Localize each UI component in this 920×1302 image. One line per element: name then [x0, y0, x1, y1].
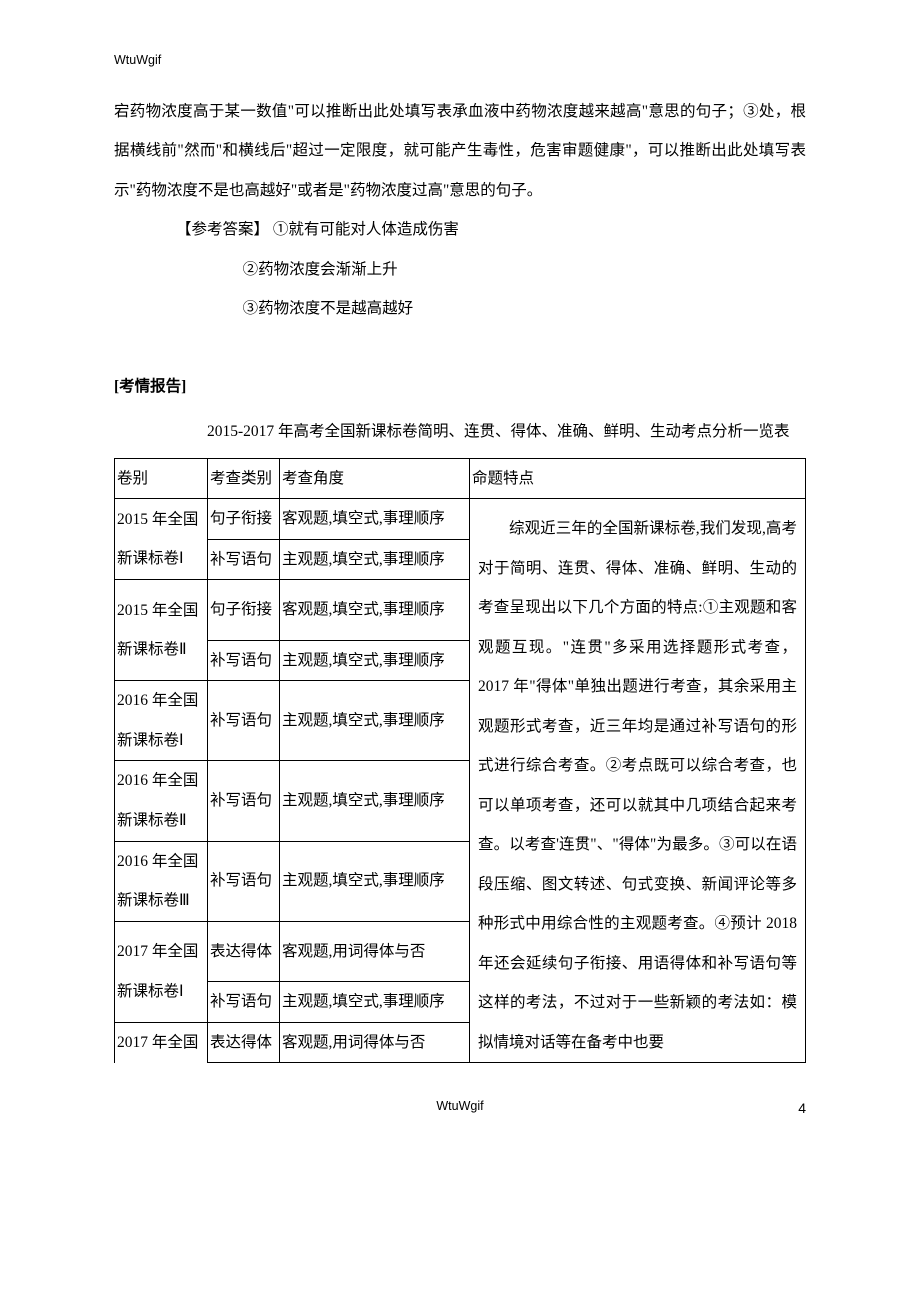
cell-angle: 客观题,填空式,事理顺序: [280, 499, 469, 539]
cell-angle: 客观题,填空式,事理顺序: [280, 590, 469, 630]
page-number: 4: [798, 1091, 806, 1127]
cell-paper: 2017 年全国: [115, 1023, 207, 1063]
cell-paper: 2016 年全国新课标卷Ⅰ: [115, 681, 207, 760]
table-header-row: 卷别 考查类别 考查角度 命题特点: [115, 458, 806, 499]
cell-angle: 客观题,用词得体与否: [280, 1023, 469, 1063]
paragraph-continuation: 宕药物浓度高于某一数值"可以推断出此处填写表承血液中药物浓度越来越高"意思的句子…: [114, 92, 806, 211]
section-heading: [考情报告]: [114, 367, 806, 407]
answer-line-2: ②药物浓度会渐渐上升: [114, 250, 806, 290]
cell-paper: 2016 年全国新课标卷Ⅱ: [115, 761, 207, 840]
footer-center-text: WtuWgif: [436, 1091, 483, 1123]
th-category: 考查类别: [208, 459, 279, 499]
answer-line-1: 【参考答案】 ①就有可能对人体造成伤害: [114, 210, 806, 250]
cell-angle: 主观题,填空式,事理顺序: [280, 781, 469, 821]
cell-angle: 客观题,用词得体与否: [280, 932, 469, 972]
cell-angle: 主观题,填空式,事理顺序: [280, 641, 469, 681]
spacer: [114, 329, 806, 349]
answer-line-3: ③药物浓度不是越高越好: [114, 289, 806, 329]
cell-angle: 主观题,填空式,事理顺序: [280, 540, 469, 580]
cell-category: 句子衔接: [208, 590, 279, 630]
cell-category: 补写语句: [208, 641, 279, 681]
cell-category: 补写语句: [208, 982, 279, 1022]
cell-category: 补写语句: [208, 781, 279, 821]
page-footer: WtuWgif 4: [114, 1091, 806, 1111]
cell-angle: 主观题,填空式,事理顺序: [280, 701, 469, 741]
cell-paper: 2017 年全国新课标卷Ⅰ: [115, 932, 207, 1011]
th-angle: 考查角度: [280, 459, 469, 499]
cell-paper: 2016 年全国新课标卷Ⅲ: [115, 842, 207, 921]
cell-category: 补写语句: [208, 540, 279, 580]
cell-category: 补写语句: [208, 861, 279, 901]
cell-category: 表达得体: [208, 1023, 279, 1063]
cell-category: 表达得体: [208, 932, 279, 972]
page-header: WtuWgif: [114, 52, 806, 70]
th-feature: 命题特点: [470, 459, 805, 499]
cell-paper: 2015 年全国新课标卷Ⅰ: [115, 500, 207, 579]
table-caption: 2015-2017 年高考全国新课标卷简明、连贯、得体、准确、鲜明、生动考点分析…: [114, 412, 806, 452]
cell-category: 句子衔接: [208, 499, 279, 539]
th-paper: 卷别: [115, 459, 207, 499]
cell-angle: 主观题,填空式,事理顺序: [280, 861, 469, 901]
cell-feature: 综观近三年的全国新课标卷,我们发现,高考对于简明、连贯、得体、准确、鲜明、生动的…: [476, 509, 799, 1062]
exam-analysis-table: 卷别 考查类别 考查角度 命题特点 2015 年全国新课标卷Ⅰ 句子衔接 客观题…: [114, 458, 806, 1064]
table-row: 2015 年全国新课标卷Ⅰ 句子衔接 客观题,填空式,事理顺序 综观近三年的全国…: [115, 499, 806, 540]
cell-paper: 2015 年全国新课标卷Ⅱ: [115, 591, 207, 670]
cell-category: 补写语句: [208, 701, 279, 741]
cell-angle: 主观题,填空式,事理顺序: [280, 982, 469, 1022]
